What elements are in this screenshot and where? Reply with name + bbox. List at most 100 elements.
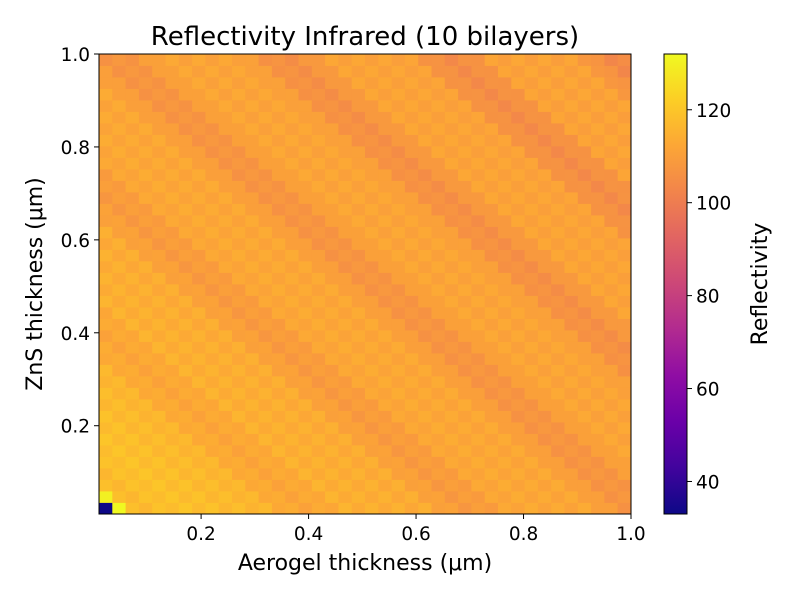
heatmap-cell xyxy=(604,134,619,147)
heatmap-cell xyxy=(245,226,259,239)
heatmap-cell xyxy=(165,456,180,469)
heatmap-cell xyxy=(245,433,259,446)
heatmap-cell xyxy=(458,307,472,319)
heatmap-cell xyxy=(245,192,259,204)
heatmap-cell xyxy=(271,180,286,193)
heatmap-cell xyxy=(458,272,472,285)
heatmap-cell xyxy=(391,410,406,423)
heatmap-cell xyxy=(444,134,459,147)
heatmap-cell xyxy=(604,203,619,216)
heatmap-cell xyxy=(258,410,273,423)
heatmap-cell xyxy=(418,330,432,342)
heatmap-cell xyxy=(498,203,512,216)
heatmap-cell xyxy=(351,203,366,216)
heatmap-cell xyxy=(325,341,339,354)
heatmap-cell xyxy=(245,111,259,124)
heatmap-cell xyxy=(125,54,140,66)
heatmap-cell xyxy=(298,226,313,239)
heatmap-cell xyxy=(325,330,339,342)
heatmap-cell xyxy=(192,77,206,89)
heatmap-cell xyxy=(152,307,166,319)
heatmap-cell xyxy=(99,88,113,101)
heatmap-cell xyxy=(165,502,180,515)
heatmap-cell xyxy=(138,491,153,503)
heatmap-cell xyxy=(431,376,446,388)
heatmap-cell xyxy=(617,169,632,181)
heatmap-cell xyxy=(404,364,419,377)
heatmap-cell xyxy=(604,88,619,101)
heatmap-cell xyxy=(178,249,193,262)
heatmap-cell xyxy=(378,295,392,308)
heatmap-cell xyxy=(458,157,472,170)
heatmap-cell xyxy=(311,157,326,170)
heatmap-cell xyxy=(152,215,166,227)
heatmap-cell xyxy=(537,169,552,181)
heatmap-cell xyxy=(418,192,432,204)
heatmap-cell xyxy=(298,410,313,423)
heatmap-cell xyxy=(178,307,193,319)
heatmap-cell xyxy=(577,318,592,331)
heatmap-cell xyxy=(378,88,392,101)
heatmap-cell xyxy=(617,215,632,227)
heatmap-cell xyxy=(471,238,486,250)
heatmap-cell xyxy=(125,364,140,377)
heatmap-cell xyxy=(537,261,552,273)
heatmap-cell xyxy=(285,88,299,101)
heatmap-cell xyxy=(351,364,366,377)
heatmap-cell xyxy=(431,88,446,101)
heatmap-cell xyxy=(564,502,579,515)
heatmap-cell xyxy=(125,134,140,147)
heatmap-cell xyxy=(391,295,406,308)
heatmap-cell xyxy=(271,88,286,101)
heatmap-cell xyxy=(537,341,552,354)
heatmap-cell xyxy=(591,502,605,515)
heatmap-cell xyxy=(484,364,499,377)
heatmap-cell xyxy=(577,203,592,216)
heatmap-cell xyxy=(218,146,233,158)
heatmap-cell xyxy=(537,399,552,411)
heatmap-cell xyxy=(444,399,459,411)
heatmap-cell xyxy=(591,272,605,285)
heatmap-cell xyxy=(232,111,246,124)
heatmap-cell xyxy=(577,353,592,365)
heatmap-cell xyxy=(498,341,512,354)
heatmap-cell xyxy=(511,111,525,124)
heatmap-cell xyxy=(298,422,313,434)
x-axis: 0.2 0.4 0.6 0.8 1.0 xyxy=(186,514,646,545)
heatmap-cell xyxy=(404,238,419,250)
heatmap-cell xyxy=(165,295,180,308)
heatmap-cell xyxy=(365,111,379,124)
heatmap-cell xyxy=(125,203,140,216)
heatmap-cell xyxy=(378,330,392,342)
heatmap-cell xyxy=(152,295,166,308)
heatmap-cell xyxy=(99,215,113,227)
heatmap-cell xyxy=(232,468,246,480)
heatmap-cell xyxy=(404,215,419,227)
heatmap-cell xyxy=(591,456,605,469)
heatmap-cell xyxy=(378,468,392,480)
heatmap-cell xyxy=(511,422,525,434)
heatmap-cell xyxy=(112,100,126,112)
heatmap-cell xyxy=(444,192,459,204)
heatmap-cell xyxy=(99,111,113,124)
heatmap-cell xyxy=(551,169,565,181)
heatmap-cell xyxy=(285,479,299,492)
heatmap-cell xyxy=(458,134,472,147)
heatmap-cell xyxy=(511,134,525,147)
heatmap-cell xyxy=(604,249,619,262)
heatmap-cell xyxy=(112,445,126,457)
heatmap-cell xyxy=(218,456,233,469)
heatmap-cell xyxy=(431,422,446,434)
heatmap-cell xyxy=(245,341,259,354)
heatmap-cell xyxy=(311,364,326,377)
heatmap-cell xyxy=(351,123,366,135)
heatmap-cell xyxy=(311,249,326,262)
heatmap-cell xyxy=(99,100,113,112)
heatmap-cell xyxy=(125,445,140,457)
heatmap-cell xyxy=(458,387,472,400)
heatmap-cell xyxy=(258,341,273,354)
heatmap-cell xyxy=(537,502,552,515)
heatmap-cell xyxy=(551,100,565,112)
heatmap-cell xyxy=(365,399,379,411)
heatmap-cell xyxy=(205,353,220,365)
